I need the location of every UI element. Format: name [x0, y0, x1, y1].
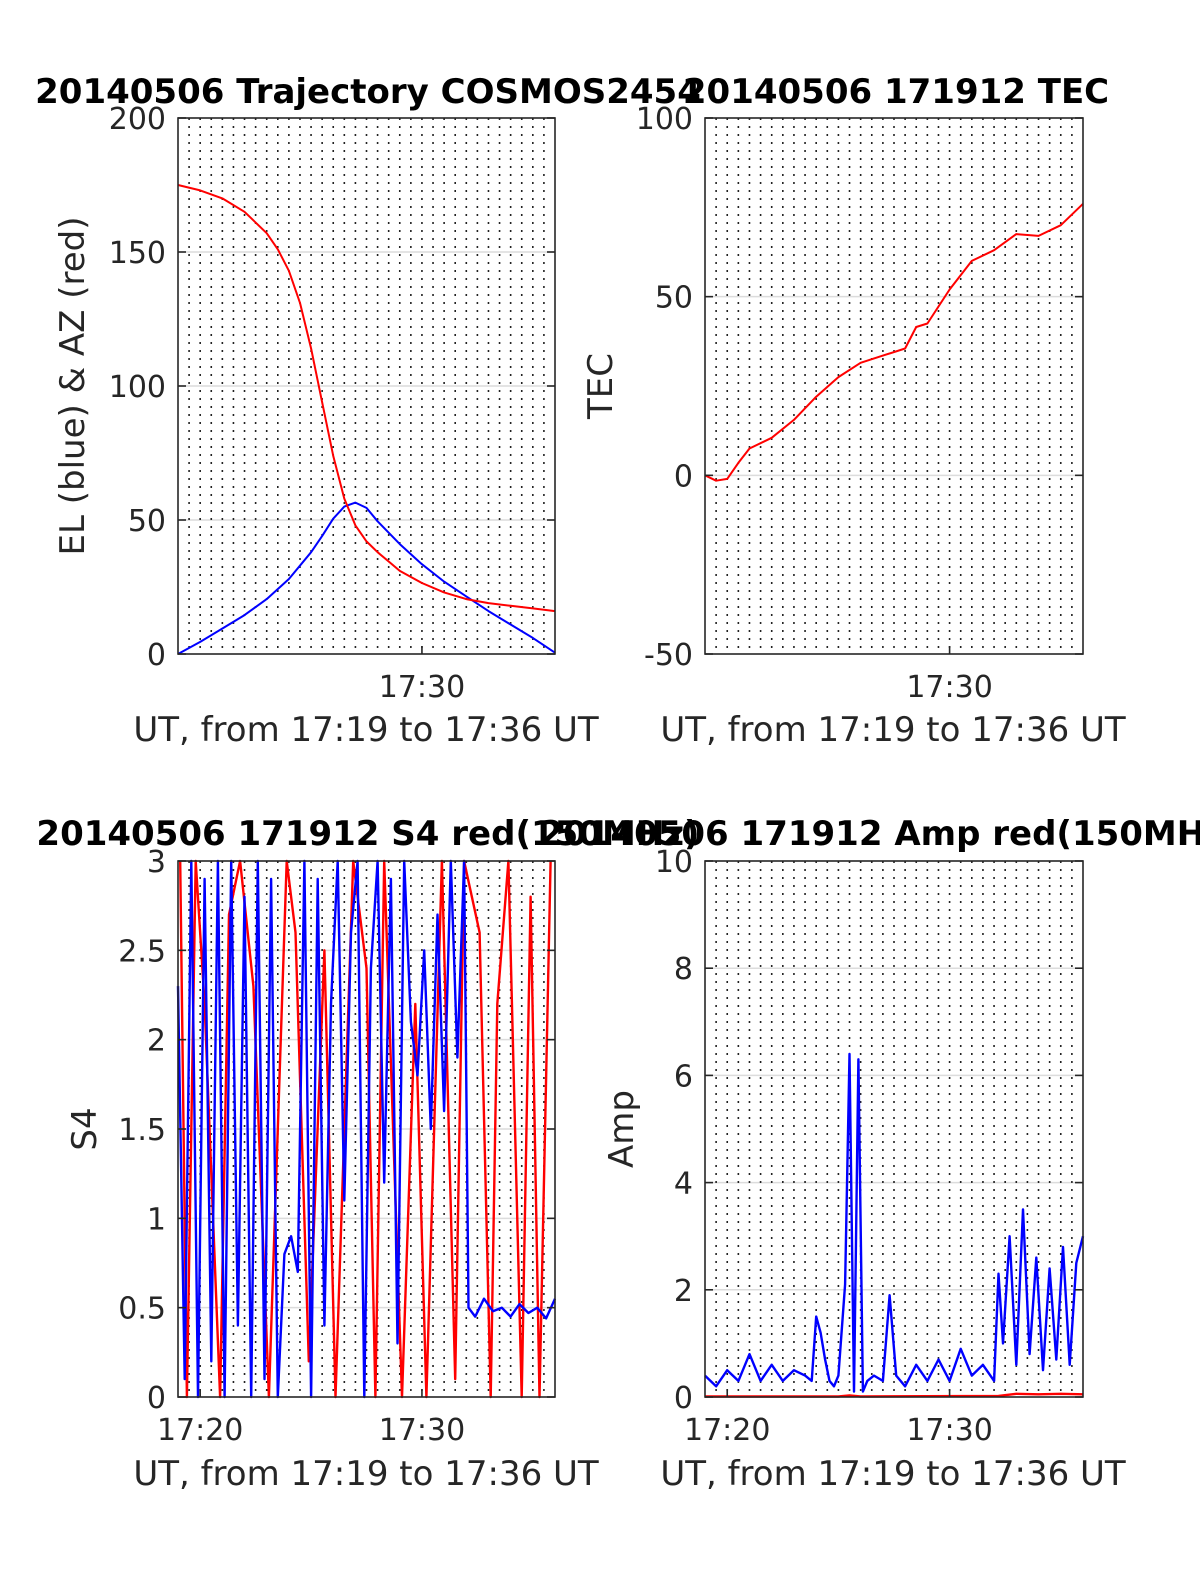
ytick-label-amp-5: 10: [655, 845, 693, 880]
ytick-label-s4-6: 3: [147, 845, 166, 880]
xlabel-tec: UT, from 17:19 to 17:36 UT: [660, 710, 1126, 750]
panel-tec: 20140506 171912 TEC -50 0 50 100 17:30 UT, f…: [581, 72, 1126, 750]
ytick-label-amp-2: 4: [674, 1167, 693, 1202]
ytick-label-trajectory-2: 100: [109, 370, 166, 405]
ytick-label-s4-0: 0: [147, 1381, 166, 1416]
panel-trajectory: 20140506 Trajectory COSMOS2454 0 50 100 150…: [35, 72, 701, 750]
ylabel-tec: TEC: [581, 353, 621, 420]
title-s4: 20140506 171912 S4 red(150MHz): [36, 814, 699, 854]
ytick-label-tec-2: 50: [655, 281, 693, 316]
xlabel-amp: UT, from 17:19 to 17:36 UT: [660, 1454, 1126, 1494]
title-trajectory: 20140506 Trajectory COSMOS2454: [35, 72, 701, 112]
plot-trajectory: [177, 184, 556, 655]
series-line-amp-0: [705, 1392, 1084, 1398]
xtick-label-s4-0: 17:20: [157, 1413, 243, 1448]
ytick-label-trajectory-4: 200: [109, 102, 166, 137]
ytick-label-s4-4: 2: [147, 1024, 166, 1059]
ytick-label-amp-0: 0: [674, 1381, 693, 1416]
ytick-label-s4-3: 1.5: [118, 1113, 166, 1148]
ylabel-trajectory: EL (blue) & AZ (red): [53, 216, 93, 555]
axes-frame-tec: [704, 117, 1084, 655]
xlabel-trajectory: UT, from 17:19 to 17:36 UT: [133, 710, 599, 750]
grid-amp: [705, 861, 1083, 1397]
series-line-tec-0: [704, 203, 1084, 482]
plot-tec: [704, 203, 1084, 482]
ytick-label-amp-3: 6: [674, 1059, 693, 1094]
ytick-label-tec-3: 100: [636, 102, 693, 137]
panel-s4: 20140506 171912 S4 red(150MHz) 0 0.5 1 1.5 2…: [36, 814, 699, 1494]
ytick-label-amp-4: 8: [674, 952, 693, 987]
panel-amp: 20140506 171912 Amp red(150MHz) 0 2 4 6 8 10 1…: [539, 814, 1200, 1494]
xlabel-s4: UT, from 17:19 to 17:36 UT: [133, 1454, 599, 1494]
ticks-amp: 0 2 4 6 8 10 17:20 17:30: [655, 845, 1083, 1448]
grid-tec: [705, 118, 1083, 654]
xtick-label-amp-1: 17:30: [906, 1413, 992, 1448]
ytick-label-amp-1: 2: [674, 1274, 693, 1309]
axes-frame-amp: [704, 860, 1084, 1398]
xtick-label-s4-1: 17:30: [379, 1413, 465, 1448]
plot-amp: [704, 1052, 1085, 1398]
ylabel-amp: Amp: [602, 1090, 642, 1168]
ylabel-s4: S4: [65, 1107, 105, 1150]
series-line-trajectory-0: [177, 501, 556, 655]
title-tec: 20140506 171912 TEC: [683, 72, 1109, 112]
ticks-trajectory: 0 50 100 150 200 17:30: [109, 102, 555, 705]
ytick-label-tec-1: 0: [674, 459, 693, 494]
title-amp: 20140506 171912 Amp red(150MHz): [539, 814, 1200, 854]
ytick-label-trajectory-1: 50: [128, 504, 166, 539]
xtick-label-trajectory-0: 17:30: [379, 670, 465, 705]
ytick-label-s4-5: 2.5: [118, 934, 166, 969]
ticks-s4: 0 0.5 1 1.5 2 2.5 3 17:20 17:30: [118, 845, 555, 1448]
ticks-tec: -50 0 50 100 17:30: [636, 102, 1083, 705]
series-line-trajectory-1: [177, 184, 556, 613]
ytick-label-s4-1: 0.5: [118, 1292, 166, 1327]
ytick-label-trajectory-3: 150: [109, 236, 166, 271]
ytick-label-s4-2: 1: [147, 1202, 166, 1237]
xtick-label-tec-0: 17:30: [906, 670, 992, 705]
series-line-amp-1: [704, 1052, 1085, 1393]
xtick-label-amp-0: 17:20: [684, 1413, 770, 1448]
grid-trajectory: [178, 118, 555, 654]
ytick-label-tec-0: -50: [644, 638, 693, 673]
ytick-label-trajectory-0: 0: [147, 638, 166, 673]
